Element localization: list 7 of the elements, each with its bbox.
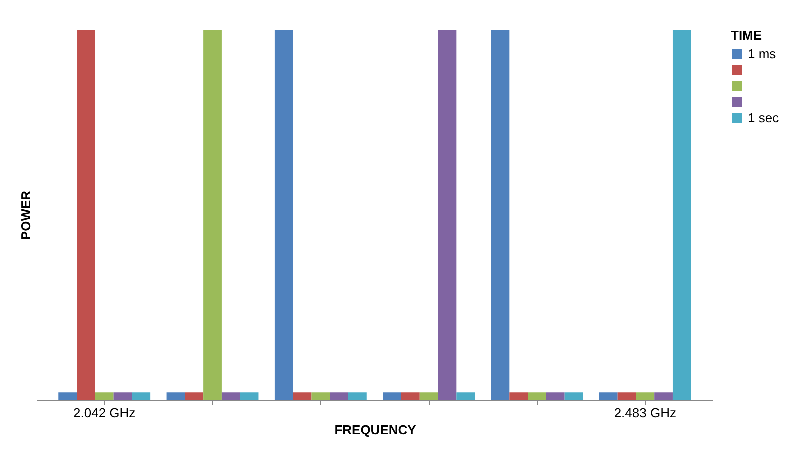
legend-label: 1 sec	[748, 110, 780, 126]
legend-title: TIME	[731, 28, 762, 43]
y-axis-title: POWER	[18, 190, 34, 240]
x-tick-label: 2.483 GHz	[614, 406, 676, 420]
x-tick-label: 2.042 GHz	[74, 406, 136, 420]
legend-label: 1 ms	[748, 46, 777, 62]
x-axis-title: FREQUENCY	[334, 422, 417, 438]
